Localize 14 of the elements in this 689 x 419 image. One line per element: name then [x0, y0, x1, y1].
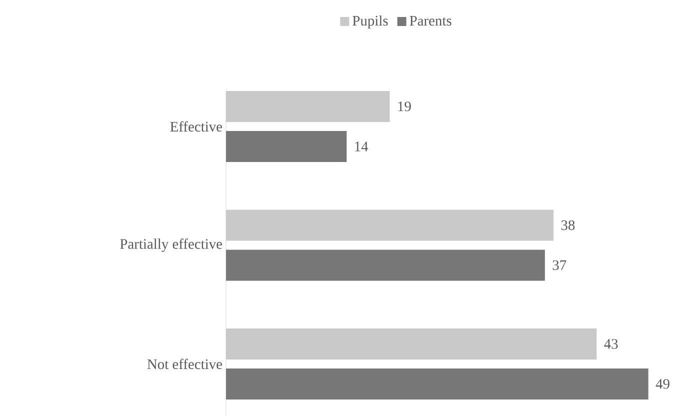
data-label: 37 — [552, 260, 566, 270]
data-label: 49 — [656, 379, 670, 389]
data-label: 19 — [398, 102, 411, 112]
data-label: 43 — [604, 339, 618, 349]
data-label: 14 — [355, 142, 368, 152]
bar — [226, 250, 545, 281]
y-tick-label: Not effective — [147, 358, 222, 370]
bar — [226, 368, 648, 400]
bar — [226, 130, 347, 162]
legend-label: Parents — [410, 16, 452, 26]
y-tick-label: Effective — [170, 121, 222, 132]
y-tick-label: Partially effective — [120, 238, 222, 252]
legend-label: Pupils — [352, 15, 388, 29]
data-label: 38 — [561, 220, 575, 230]
